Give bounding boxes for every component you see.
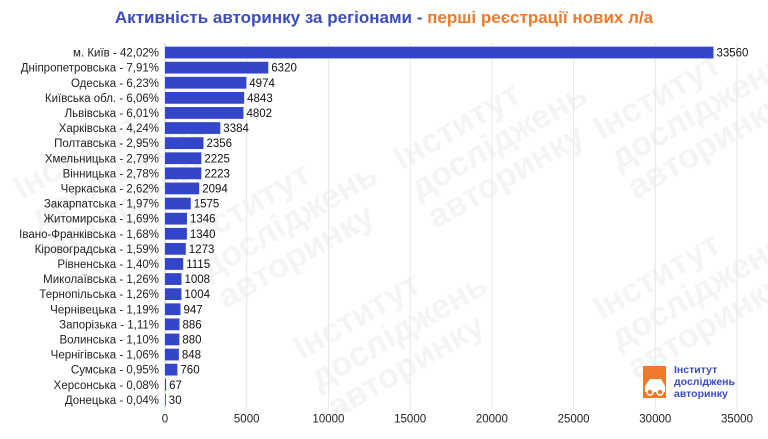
bar [165, 318, 180, 331]
bar [165, 91, 245, 104]
x-tick-label: 5000 [234, 413, 260, 425]
x-tick-label: 35000 [721, 413, 753, 425]
bar [165, 273, 182, 285]
x-tick-label: 25000 [558, 413, 590, 425]
value-label: 30 [169, 395, 182, 407]
value-label: 848 [182, 350, 201, 362]
value-label: 4843 [247, 93, 273, 105]
category-label: Житомирська - 1,69% [43, 214, 159, 226]
bar [165, 61, 269, 74]
bar [165, 288, 182, 301]
category-label: Полтавська - 2,95% [54, 138, 159, 150]
bar [165, 197, 191, 210]
x-tick-label: 30000 [639, 413, 671, 425]
category-label: Вінницька - 2,78% [63, 168, 159, 180]
category-label: Львівська - 6,01% [65, 108, 159, 120]
value-label: 67 [169, 380, 182, 392]
category-label: Кіровоградська - 1,59% [35, 244, 159, 256]
bar [165, 348, 179, 361]
category-label: Рівненська - 1,40% [57, 259, 159, 271]
category-label: Чернігівська - 1,06% [51, 350, 159, 362]
value-label: 947 [183, 304, 202, 316]
chart-title: Активність авторинку за регіонами - перш… [0, 8, 768, 28]
title-separator: - [412, 8, 428, 27]
bar [165, 152, 202, 165]
category-label: Запорізька - 1,11% [59, 319, 159, 331]
value-label: 880 [182, 334, 201, 346]
category-label: Дніпропетровська - 7,91% [21, 63, 159, 75]
title-accent: перші реєстрації нових л/а [427, 8, 654, 27]
bar [165, 303, 181, 316]
value-label: 1008 [184, 274, 210, 286]
category-label: Миколаївська - 1,26% [43, 274, 159, 286]
x-tick-label: 0 [162, 413, 168, 425]
value-label: 1346 [190, 214, 216, 226]
bar [165, 378, 167, 391]
value-label: 33560 [716, 48, 748, 60]
bar [165, 46, 714, 59]
value-label: 1340 [190, 229, 216, 241]
x-tick-label: 10000 [312, 413, 344, 425]
category-labels: м. Київ - 42,02% Дніпропетровська - 7,91%… [19, 48, 159, 407]
category-label: Закарпатська - 1,97% [44, 199, 159, 211]
value-label: 1273 [189, 244, 215, 256]
value-label: 760 [180, 365, 199, 377]
logo: Інститут досліджень авторинку [640, 358, 760, 408]
bar [165, 363, 178, 376]
value-label: 2356 [207, 138, 233, 150]
category-label: Волинська - 1,10% [59, 334, 159, 346]
category-label: Івано-Франківська - 1,68% [19, 229, 159, 241]
value-label: 886 [182, 319, 201, 331]
category-label: Донецька - 0,04% [65, 395, 159, 407]
category-label: Тернопільська - 1,26% [39, 289, 159, 301]
logo-line: авторинку [674, 388, 728, 400]
bar [165, 242, 186, 255]
bar [165, 227, 187, 240]
bar [165, 258, 184, 270]
gridlines [164, 43, 738, 410]
category-label: Херсонська - 0,08% [54, 380, 159, 392]
value-label: 4974 [249, 78, 275, 90]
category-label: Черкаська - 2,62% [61, 183, 159, 195]
value-label: 2094 [202, 183, 228, 195]
bar [165, 122, 221, 134]
category-label: Одеська - 6,23% [71, 78, 159, 90]
bars [165, 46, 714, 406]
bar [165, 212, 187, 225]
category-label: Сумська - 0,95% [71, 365, 159, 377]
value-label: 6320 [271, 63, 297, 75]
value-label: 2225 [204, 153, 230, 165]
logo-car-icon [643, 366, 666, 398]
bar [165, 182, 200, 195]
category-label: Чернівецька - 1,19% [50, 304, 159, 316]
logo-text: Інститут досліджень авторинку [674, 364, 764, 400]
logo-line: Інститут [674, 364, 718, 376]
bar [165, 393, 166, 406]
value-label: 1004 [184, 289, 210, 301]
bar [165, 107, 244, 119]
category-label: Київська обл. - 6,06% [45, 93, 159, 105]
value-label: 1575 [194, 199, 220, 211]
value-labels: 33560 6320 4974 4843 4802 3384 2356 2225 2223 209… [169, 48, 749, 407]
category-label: м. Київ - 42,02% [73, 48, 159, 60]
x-tick-label: 15000 [394, 413, 426, 425]
bar [165, 167, 202, 180]
value-label: 1115 [186, 259, 210, 271]
value-label: 4802 [246, 108, 272, 120]
category-label: Харківська - 4,24% [59, 123, 159, 135]
x-tick-label: 20000 [476, 413, 508, 425]
bar [165, 333, 180, 346]
category-label: Хмельницька - 2,79% [45, 153, 159, 165]
logo-line: досліджень [674, 376, 735, 388]
bar [165, 137, 204, 150]
bar [165, 76, 247, 89]
value-label: 3384 [223, 123, 249, 135]
x-tick-labels: 0 5000 10000 15000 20000 25000 30000 35000 [162, 413, 753, 425]
title-main: Активність авторинку за регіонами [114, 8, 412, 27]
value-label: 2223 [204, 168, 230, 180]
